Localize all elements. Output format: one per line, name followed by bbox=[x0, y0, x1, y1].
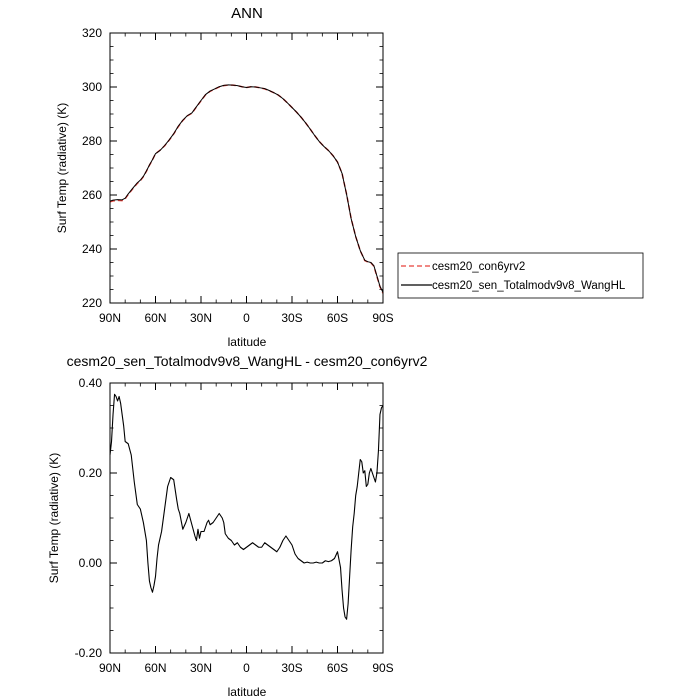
y-tick-label: 0.20 bbox=[79, 466, 103, 480]
y-tick-label: 280 bbox=[82, 134, 102, 148]
y-tick-label: 220 bbox=[82, 296, 102, 310]
legend-label-con6yrv2: cesm20_con6yrv2 bbox=[432, 261, 525, 273]
x-tick-label: 30S bbox=[281, 661, 302, 675]
y-tick-label: 0.00 bbox=[79, 556, 103, 570]
panel-1-frame bbox=[109, 32, 384, 304]
y-tick-label: 260 bbox=[82, 188, 102, 202]
x-tick-label: 60S bbox=[327, 311, 348, 325]
panel-2-xlabel: latitude bbox=[228, 685, 267, 699]
x-tick-label: 0 bbox=[243, 311, 250, 325]
series-line-1 bbox=[109, 393, 384, 620]
x-tick-label: 30N bbox=[190, 661, 212, 675]
x-tick-label: 30N bbox=[190, 311, 212, 325]
series-line-1 bbox=[109, 84, 384, 294]
y-tick-label: 0.40 bbox=[79, 376, 103, 390]
x-tick-label: 90N bbox=[99, 311, 121, 325]
y-tick-label: 240 bbox=[82, 242, 102, 256]
legend-label-wanghl: cesm20_sen_Totalmodv9v8_WangHL bbox=[432, 280, 626, 292]
x-tick-label: 90S bbox=[372, 661, 393, 675]
panel-2-frame bbox=[109, 382, 384, 654]
series-line-2 bbox=[109, 84, 384, 293]
y-tick-label: -0.20 bbox=[75, 646, 103, 660]
panel-2-series bbox=[109, 393, 384, 620]
panel-1-series bbox=[109, 84, 384, 294]
y-tick-label: 300 bbox=[82, 80, 102, 94]
chart-legend: cesm20_con6yrv2 cesm20_sen_Totalmodv9v8_… bbox=[397, 252, 644, 299]
x-tick-label: 60N bbox=[144, 661, 166, 675]
panel-difference: cesm20_sen_Totalmodv9v8_WangHL - cesm20_… bbox=[47, 353, 428, 699]
panel-1-ticks: 90N 60N 30N 0 30S 60S 90S 220 240 260 280 300 320 bbox=[82, 26, 394, 325]
x-tick-label: 60N bbox=[144, 311, 166, 325]
panel-absolute: ANN Surf Temp (radiative) (K) latitude 9… bbox=[55, 5, 394, 349]
y-tick-label: 320 bbox=[82, 26, 102, 40]
x-tick-label: 90N bbox=[99, 661, 121, 675]
panel-1-xlabel: latitude bbox=[228, 335, 267, 349]
x-tick-label: 90S bbox=[372, 311, 393, 325]
x-tick-label: 60S bbox=[327, 661, 348, 675]
panel-1-title: ANN bbox=[231, 5, 263, 22]
legend-box bbox=[397, 252, 644, 299]
panel-2-ylabel: Surf Temp (radiative) (K) bbox=[47, 453, 61, 583]
panel-2-title: cesm20_sen_Totalmodv9v8_WangHL - cesm20_… bbox=[67, 353, 428, 369]
panel-1-ylabel: Surf Temp (radiative) (K) bbox=[55, 103, 69, 233]
x-tick-label: 30S bbox=[281, 311, 302, 325]
x-tick-label: 0 bbox=[243, 661, 250, 675]
